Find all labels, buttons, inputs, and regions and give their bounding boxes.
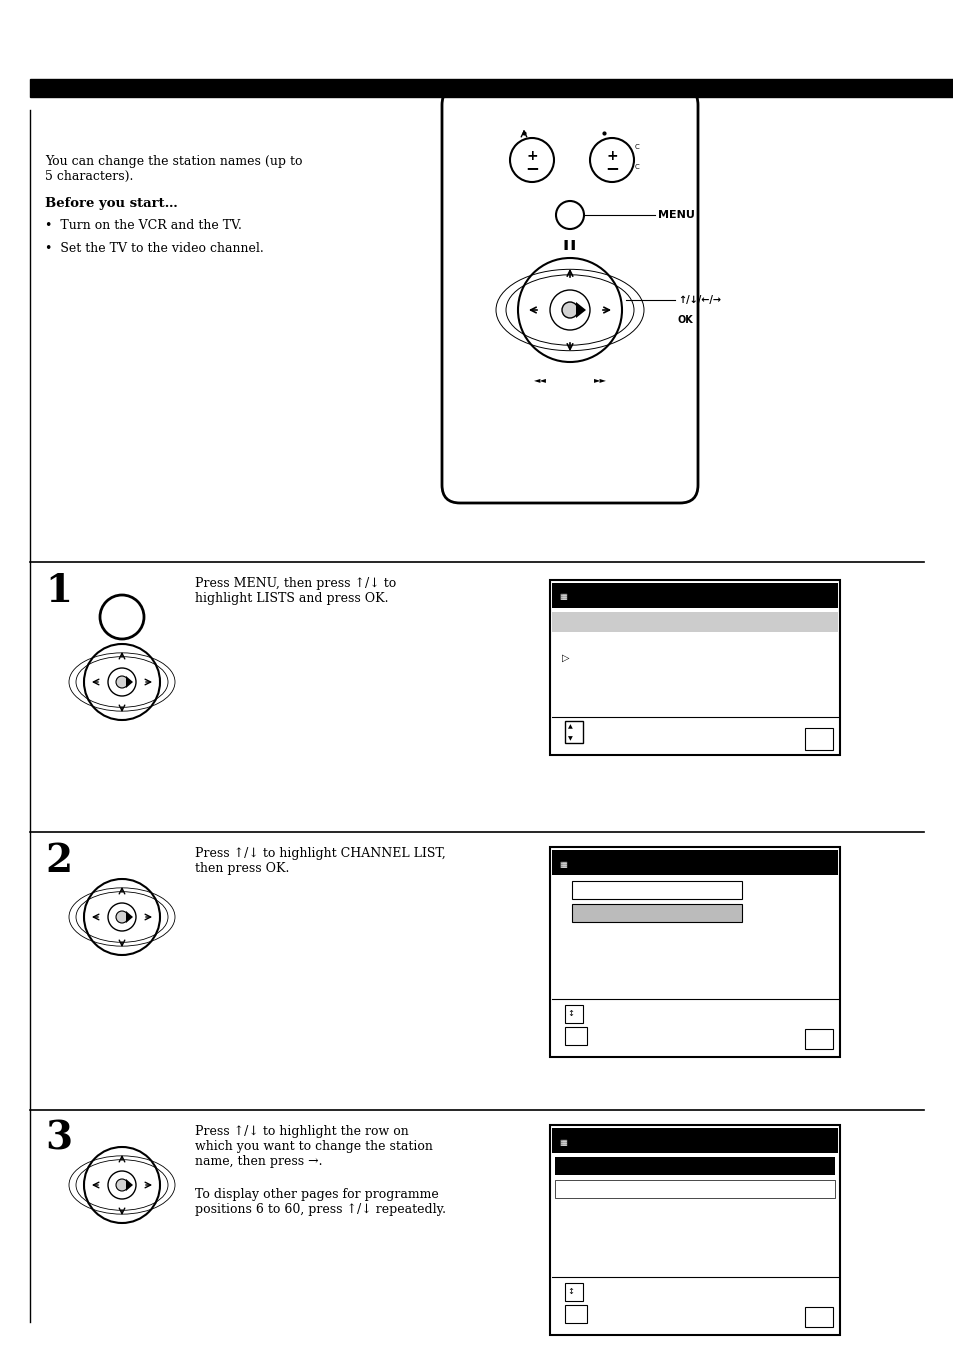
Text: −: − xyxy=(524,160,538,177)
Circle shape xyxy=(116,1179,128,1191)
Text: +: + xyxy=(526,149,537,164)
Polygon shape xyxy=(126,911,132,923)
Bar xyxy=(804,727,832,750)
Bar xyxy=(552,583,837,608)
Text: Press MENU, then press ↑/↓ to
highlight LISTS and press OK.: Press MENU, then press ↑/↓ to highlight … xyxy=(194,577,395,604)
Polygon shape xyxy=(126,676,132,688)
Bar xyxy=(552,612,837,631)
Text: To display other pages for programme
positions 6 to 60, press ↑/↓ repeatedly.: To display other pages for programme pos… xyxy=(194,1188,446,1215)
Bar xyxy=(30,78,953,97)
Text: ▦: ▦ xyxy=(558,592,566,602)
Bar xyxy=(552,850,837,875)
Text: OK: OK xyxy=(678,315,693,324)
Text: ▦: ▦ xyxy=(558,860,566,868)
Text: MENU: MENU xyxy=(658,210,694,220)
Bar xyxy=(564,721,582,744)
Text: ❚❚: ❚❚ xyxy=(561,241,578,250)
Text: Press ↑/↓ to highlight the row on
which you want to change the station
name, the: Press ↑/↓ to highlight the row on which … xyxy=(194,1125,433,1168)
Bar xyxy=(550,580,840,754)
Text: •  Set the TV to the video channel.: • Set the TV to the video channel. xyxy=(45,242,263,256)
Text: ▼: ▼ xyxy=(567,737,572,741)
Text: +: + xyxy=(605,149,618,164)
Text: ↕: ↕ xyxy=(567,1009,574,1018)
Text: •  Turn on the VCR and the TV.: • Turn on the VCR and the TV. xyxy=(45,219,242,233)
Text: 1: 1 xyxy=(45,572,71,610)
FancyBboxPatch shape xyxy=(441,87,698,503)
Bar xyxy=(564,1028,586,1045)
Text: 2: 2 xyxy=(45,842,72,880)
Bar xyxy=(550,1125,840,1334)
Bar xyxy=(555,1157,834,1175)
Text: ▷: ▷ xyxy=(561,653,569,662)
Bar xyxy=(564,1005,582,1023)
Text: ▦: ▦ xyxy=(558,1137,566,1146)
Text: C: C xyxy=(635,145,639,150)
Circle shape xyxy=(116,676,128,688)
Bar xyxy=(572,904,741,922)
Text: ►►: ►► xyxy=(593,376,606,384)
Circle shape xyxy=(116,911,128,923)
Bar xyxy=(550,846,840,1057)
Bar xyxy=(572,882,741,899)
Circle shape xyxy=(561,301,578,318)
Bar xyxy=(555,1180,834,1198)
Bar xyxy=(564,1305,586,1324)
Text: ▲: ▲ xyxy=(567,725,572,730)
Text: Before you start…: Before you start… xyxy=(45,197,177,210)
Text: Press ↑/↓ to highlight CHANNEL LIST,
then press OK.: Press ↑/↓ to highlight CHANNEL LIST, the… xyxy=(194,846,445,875)
Text: C: C xyxy=(635,164,639,170)
Text: You can change the station names (up to
5 characters).: You can change the station names (up to … xyxy=(45,155,302,183)
Polygon shape xyxy=(126,1179,132,1191)
Text: 3: 3 xyxy=(45,1119,72,1159)
Bar xyxy=(804,1307,832,1328)
Bar xyxy=(804,1029,832,1049)
Bar xyxy=(564,1283,582,1301)
Text: ↑/↓/←/→: ↑/↓/←/→ xyxy=(678,295,720,306)
Text: ↕: ↕ xyxy=(567,1287,574,1295)
Text: ◄◄: ◄◄ xyxy=(533,376,546,384)
Text: −: − xyxy=(604,160,618,177)
Bar xyxy=(552,1128,837,1153)
Polygon shape xyxy=(576,301,585,318)
